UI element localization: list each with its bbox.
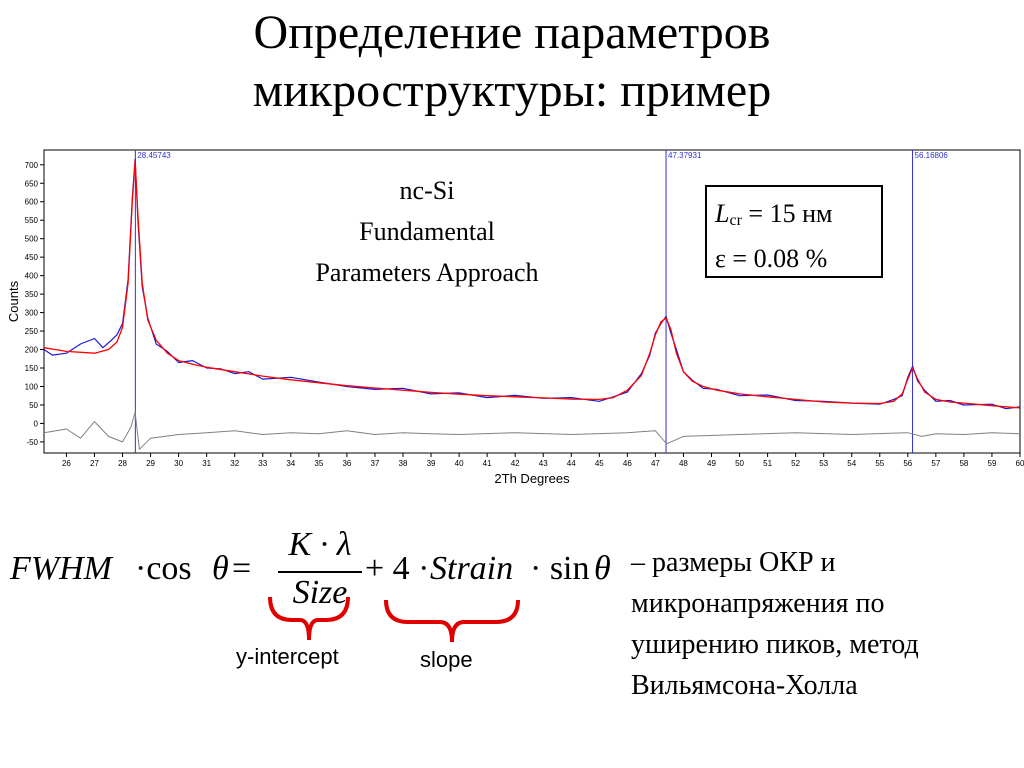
y-tick-label: 700 [25, 161, 39, 170]
x-tick-label: 58 [959, 459, 968, 468]
formula-sin: · sin [530, 550, 590, 587]
slope-label: slope [420, 647, 473, 672]
sample-label-line-3: Parameters Approach [315, 258, 539, 287]
x-tick-label: 32 [230, 459, 239, 468]
x-tick-label: 55 [875, 459, 884, 468]
x-tick-label: 39 [427, 459, 436, 468]
y-tick-label: 100 [25, 382, 39, 391]
sample-label: nc-Si Fundamental Parameters Approach [282, 170, 572, 293]
y-tick-label: 500 [25, 235, 39, 244]
x-tick-label: 50 [735, 459, 744, 468]
y-tick-label: 450 [25, 253, 39, 262]
y-tick-label: 400 [25, 272, 39, 281]
formula-theta: θ [212, 550, 229, 587]
x-tick-label: 35 [314, 459, 323, 468]
x-tick-label: 59 [988, 459, 997, 468]
formula-equals: = [232, 550, 252, 587]
x-tick-label: 43 [539, 459, 548, 468]
x-tick-label: 52 [791, 459, 800, 468]
x-tick-label: 57 [931, 459, 940, 468]
y-tick-label: 650 [25, 179, 39, 188]
peak-marker-label: 47.37931 [668, 151, 702, 160]
x-tick-label: 46 [623, 459, 632, 468]
x-tick-label: 37 [370, 459, 379, 468]
x-tick-label: 41 [483, 459, 492, 468]
size-symbol: L [715, 199, 730, 228]
x-tick-label: 47 [651, 459, 660, 468]
size-value: = 15 нм [741, 199, 833, 228]
y-tick-label: -50 [26, 438, 38, 447]
y-tick-label: 50 [29, 401, 38, 410]
xrd-chart: -50 0 50 100 150 200 250 300 350 400 450 500 550 600 6… [6, 149, 1024, 486]
x-tick-label: 34 [286, 459, 295, 468]
y-tick-label: 600 [25, 198, 39, 207]
x-tick-label: 56 [903, 459, 912, 468]
x-tick-label: 48 [679, 459, 688, 468]
x-tick-label: 31 [202, 459, 211, 468]
crystallite-size: Lcr = 15 нм [715, 195, 873, 240]
intercept-label: y-intercept [236, 644, 339, 669]
x-tick-label: 45 [595, 459, 604, 468]
sample-label-line-1: nc-Si [399, 176, 455, 205]
microstrain: ε = 0.08 % [715, 244, 828, 273]
y-tick-label: 350 [25, 290, 39, 299]
x-tick-label: 40 [455, 459, 464, 468]
x-tick-label: 26 [62, 459, 71, 468]
x-tick-label: 54 [847, 459, 856, 468]
peak-marker-label: 56.16806 [915, 151, 949, 160]
x-tick-label: 29 [146, 459, 155, 468]
x-axis-label: 2Th Degrees [494, 471, 570, 486]
title-line-1: Определение параметров [253, 6, 771, 59]
y-axis-label: Counts [6, 280, 21, 322]
formula-denominator: Size [292, 574, 348, 611]
x-tick-label: 53 [819, 459, 828, 468]
formula-theta-2: θ [594, 550, 611, 587]
peak-marker-label: 28.45743 [137, 151, 171, 160]
x-tick-label: 30 [174, 459, 183, 468]
formula-fwhm: FWHM [10, 550, 112, 587]
y-tick-label: 550 [25, 216, 39, 225]
difference-curve [43, 411, 1021, 450]
x-tick-label: 60 [1016, 459, 1024, 468]
fraction-bar [278, 571, 362, 573]
x-tick-label: 42 [511, 459, 520, 468]
title-line-2: микроструктуры: пример [252, 64, 772, 117]
x-tick-label: 44 [567, 459, 576, 468]
x-tick-label: 38 [399, 459, 408, 468]
size-subscript: cr [729, 212, 742, 229]
y-tick-label: 150 [25, 364, 39, 373]
y-tick-label: 250 [25, 327, 39, 336]
y-tick-label: 200 [25, 346, 39, 355]
formula-strain: Strain [430, 550, 514, 587]
method-description: – размеры ОКР и микронапряжения по ушире… [631, 547, 919, 701]
slope-brace [384, 599, 520, 643]
x-tick-label: 49 [707, 459, 716, 468]
sample-label-line-2: Fundamental [359, 217, 495, 246]
x-tick-label: 51 [763, 459, 772, 468]
page-title: Определение параметров микроструктуры: п… [0, 4, 1024, 120]
formula-plus-four: + 4 · [365, 550, 430, 587]
x-tick-label: 28 [118, 459, 127, 468]
formula-cos: ·cos [135, 550, 192, 587]
y-tick-label: 300 [25, 309, 39, 318]
fit-curve [43, 160, 1021, 409]
results-box: Lcr = 15 нм ε = 0.08 % [705, 185, 883, 278]
x-tick-label: 33 [258, 459, 267, 468]
y-tick-label: 0 [34, 419, 39, 428]
x-tick-label: 27 [90, 459, 99, 468]
plot-frame [43, 149, 1021, 454]
formula-numerator: K · λ [288, 526, 352, 563]
x-tick-label: 36 [342, 459, 351, 468]
